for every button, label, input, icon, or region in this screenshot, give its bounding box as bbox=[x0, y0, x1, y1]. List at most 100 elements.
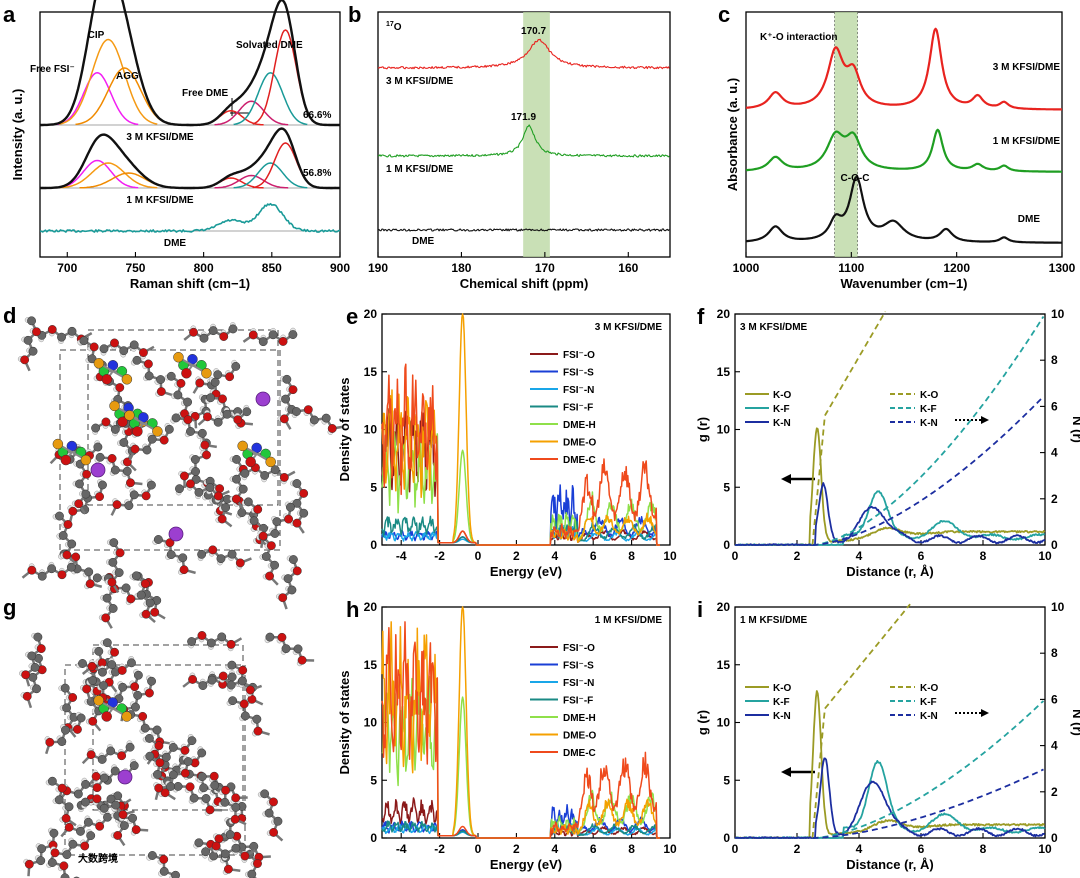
panel-h-ytick-label: 15 bbox=[364, 658, 378, 672]
panel-g-c-atom bbox=[106, 794, 116, 804]
panel-d-c-atom bbox=[147, 434, 157, 444]
panel-d-o-atom bbox=[213, 491, 223, 501]
panel-g-c-atom bbox=[166, 782, 176, 791]
panel-f-ytick-label: 0 bbox=[1051, 538, 1058, 552]
panel-d-c-atom bbox=[110, 424, 120, 434]
panel-g-c-atom bbox=[171, 870, 181, 878]
panel-d-o-atom bbox=[278, 593, 288, 603]
panel-d-o-atom bbox=[71, 552, 81, 562]
panel-g-c-atom bbox=[207, 675, 217, 685]
panel-d-o-atom bbox=[140, 579, 150, 589]
panel-e-xtick-label: 6 bbox=[590, 549, 597, 563]
panel-d-c-atom bbox=[55, 511, 64, 521]
panel-d-fsi-atom bbox=[201, 367, 212, 379]
panel-d-c-atom bbox=[121, 583, 131, 593]
panel-d-c-atom bbox=[199, 333, 209, 343]
panel-b-xtick-label: 160 bbox=[618, 261, 638, 275]
panel-d-fsi-atom bbox=[117, 416, 128, 428]
panel-d-c-atom bbox=[213, 417, 223, 427]
panel-d-c-atom bbox=[186, 427, 195, 436]
panel-d-o-atom bbox=[288, 385, 298, 395]
panel-d-c-atom bbox=[309, 415, 319, 425]
panel-d-c-atom bbox=[108, 604, 118, 613]
panel-f-xtick-label: 6 bbox=[918, 549, 925, 563]
panel-i-ytick-label: 20 bbox=[717, 600, 731, 614]
panel-e-ytick-label: 10 bbox=[364, 423, 378, 437]
panel-d-o-atom bbox=[130, 444, 140, 454]
panel-d-c-atom bbox=[232, 454, 241, 464]
panel-g-c-atom bbox=[99, 681, 108, 691]
panel-d-c-atom bbox=[79, 336, 89, 346]
panel-e-ytick-label: 5 bbox=[370, 480, 377, 494]
panel-i-ylabel-right: N (r) bbox=[1070, 709, 1080, 736]
panel-d-c-atom bbox=[146, 480, 156, 490]
panel-f-ytick-label: 15 bbox=[717, 365, 731, 379]
panel-d-o-atom bbox=[215, 484, 225, 494]
panel-c-series-label: 1 M KFSI/DME bbox=[993, 136, 1061, 147]
panel-d-o-atom bbox=[68, 506, 78, 516]
panel-f-xtick-label: 0 bbox=[732, 549, 739, 563]
panel-i-ylabel-left: g (r) bbox=[695, 710, 710, 735]
panel-f-ytick-label: 5 bbox=[723, 480, 730, 494]
panel-g-k-ion bbox=[117, 769, 133, 785]
panel-g-c-atom bbox=[144, 733, 154, 743]
panel-f-xtick-label: 10 bbox=[1038, 549, 1052, 563]
panel-g-o-atom bbox=[22, 691, 32, 701]
panel-g-c-atom bbox=[80, 797, 90, 807]
panel-d-o-atom bbox=[225, 372, 235, 382]
panel-d-c-atom bbox=[109, 538, 119, 548]
panel-g-o-atom bbox=[95, 821, 105, 831]
panel-e-legend-label: FSI⁻-N bbox=[563, 385, 594, 396]
panel-d-o-atom bbox=[141, 491, 151, 501]
panel-d-fsi-atom bbox=[132, 426, 143, 437]
panel-b-series-line bbox=[377, 124, 670, 158]
panel-d-o-atom bbox=[327, 424, 337, 433]
panel-h-legend-label: FSI⁻-F bbox=[563, 696, 593, 707]
panel-a-series-line bbox=[40, 0, 340, 127]
panel-d-c-atom bbox=[166, 550, 176, 560]
panel-g-c-atom bbox=[76, 713, 86, 723]
panel-d-c-atom bbox=[191, 467, 201, 476]
panel-f-legend-label: K-N bbox=[773, 418, 791, 429]
panel-g-o-atom bbox=[144, 688, 154, 698]
panel-g-c-atom bbox=[227, 672, 237, 682]
panel-e-legend-label: DME-H bbox=[563, 420, 596, 431]
panel-c-ylabel: Absorbance (a. u.) bbox=[725, 78, 740, 191]
panel-d-o-atom bbox=[299, 488, 309, 498]
panel-g-o-atom bbox=[57, 783, 67, 793]
panel-d-c-atom bbox=[144, 371, 154, 381]
panel-g-c-atom bbox=[36, 856, 46, 866]
panel-g-c-atom bbox=[83, 817, 93, 827]
panel-f-gr-line bbox=[734, 482, 1046, 546]
panel-g-o-atom bbox=[160, 788, 170, 798]
panel-d-fsi-atom bbox=[181, 367, 192, 379]
panel-letter-h: h bbox=[346, 597, 359, 622]
panel-g-c-atom bbox=[206, 638, 216, 648]
panel-g-o-atom bbox=[154, 783, 164, 793]
panel-g-c-atom bbox=[106, 746, 116, 756]
panel-g-c-atom bbox=[94, 646, 104, 656]
panel-g-o-atom bbox=[180, 768, 190, 778]
panel-f-ytick-label: 8 bbox=[1051, 353, 1058, 367]
panel-g-c-atom bbox=[217, 632, 227, 642]
panel-f-arrow-left-head bbox=[781, 474, 791, 484]
panel-h-xtick-label: 0 bbox=[475, 842, 482, 856]
panel-d-c-atom bbox=[129, 490, 139, 500]
panel-g-o-atom bbox=[88, 716, 98, 726]
panel-g-o-atom bbox=[253, 726, 263, 736]
panel-g-c-atom bbox=[168, 770, 178, 780]
panel-d-c-atom bbox=[119, 346, 129, 356]
panel-g-c-atom bbox=[47, 776, 57, 786]
panel-g-c-atom bbox=[220, 797, 230, 807]
panel-h-ytick-label: 10 bbox=[364, 716, 378, 730]
panel-d-c-atom bbox=[299, 508, 309, 518]
panel-d-c-atom bbox=[58, 531, 68, 540]
panel-a-component-peak bbox=[214, 100, 289, 126]
panel-g-o-atom bbox=[72, 724, 82, 734]
panel-g-c-atom bbox=[81, 779, 90, 789]
panel-i-nr-line bbox=[812, 700, 1045, 839]
panel-a-ylabel: Intensity (a. u.) bbox=[10, 89, 25, 181]
panel-d-c-atom bbox=[183, 397, 193, 407]
panel-e-xtick-label: 4 bbox=[551, 549, 558, 563]
panel-g-o-atom bbox=[92, 783, 102, 793]
